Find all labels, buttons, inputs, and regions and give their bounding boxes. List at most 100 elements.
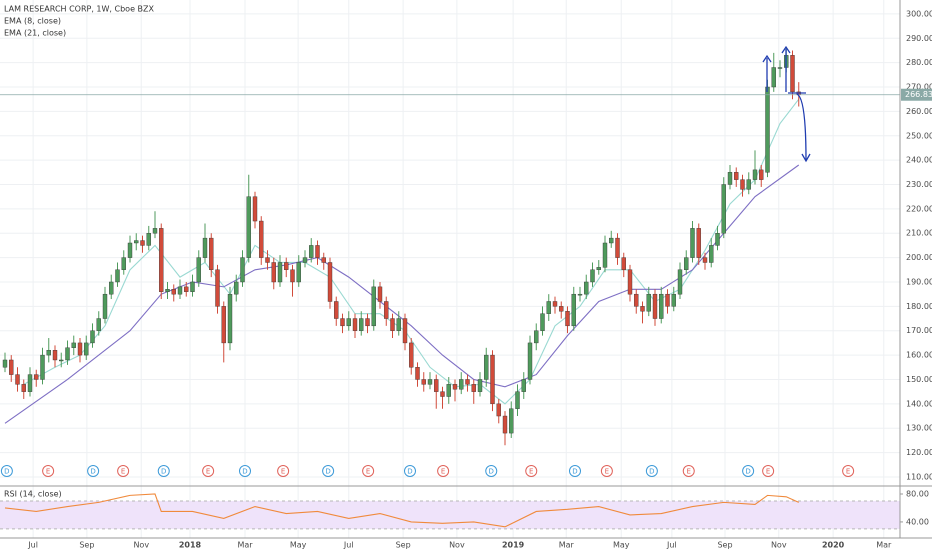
event-marker	[0, 465, 13, 477]
event-marker	[682, 465, 695, 477]
last-price-box	[901, 88, 932, 101]
candle-body	[577, 293, 583, 296]
candle-body	[484, 354, 489, 380]
y-tick-label: 260.00	[906, 107, 932, 116]
y-tick-label: 300.00	[906, 9, 932, 18]
candle-body	[765, 86, 770, 173]
event-label: E	[529, 468, 533, 476]
event-marker	[742, 465, 755, 477]
candle-body	[221, 306, 226, 344]
event-label: D	[572, 468, 577, 476]
candle-body	[471, 384, 476, 392]
ema-line	[4, 164, 800, 424]
event-marker	[362, 465, 375, 477]
event-marker	[485, 465, 498, 477]
candle-body	[352, 318, 358, 331]
rsi-band	[0, 500, 900, 529]
candle-body	[309, 245, 314, 258]
candle-body	[552, 301, 558, 307]
event-marker	[645, 465, 658, 477]
candle-body	[652, 293, 658, 319]
candle-body	[659, 293, 664, 319]
rsi-tick-label: 80.00	[906, 489, 929, 498]
event-label: E	[846, 468, 850, 476]
candle-body	[609, 237, 614, 244]
legend-entry: EMA (8, close)	[4, 17, 61, 26]
y-tick-label: 180.00	[906, 302, 932, 311]
candle-body	[146, 233, 151, 246]
event-label: E	[766, 468, 770, 476]
candle-body	[665, 293, 670, 307]
candle-body	[284, 262, 289, 270]
y-tick-label: 130.00	[906, 424, 932, 433]
y-tick-label: 220.00	[906, 204, 932, 213]
candle-body	[740, 179, 745, 190]
candle-body	[159, 228, 164, 292]
candle-body	[215, 269, 220, 307]
event-label: E	[605, 468, 609, 476]
x-tick-label: 2020	[822, 541, 845, 550]
candle-body	[709, 245, 714, 263]
candle-body	[677, 269, 683, 295]
event-label: E	[687, 468, 691, 476]
candle-body	[571, 293, 576, 327]
candle-body	[15, 374, 20, 385]
candle-body	[196, 257, 201, 283]
event-marker	[117, 465, 130, 477]
candle-body	[377, 286, 383, 302]
event-label: E	[206, 468, 210, 476]
y-tick-label: 270.00	[906, 83, 932, 92]
candle-body	[240, 257, 245, 283]
candle-body	[746, 179, 751, 190]
rsi-tick-label: 40.00	[906, 517, 929, 526]
candle-body	[34, 374, 39, 380]
candle-body	[734, 172, 739, 180]
x-tick-label: Jul	[27, 541, 38, 550]
event-marker	[404, 465, 416, 477]
event-marker	[762, 465, 775, 477]
x-tick-label: Sep	[79, 541, 94, 550]
candle-body	[296, 262, 301, 283]
candle-body	[509, 408, 514, 434]
arrow	[796, 93, 807, 161]
candle-body	[265, 257, 270, 263]
candle-body	[202, 237, 208, 258]
candle-body	[421, 379, 426, 385]
event-label: E	[366, 468, 370, 476]
candle-body	[696, 228, 701, 258]
legend: LAM RESEARCH CORP, 1W, Cboe BZX EMA (8, …	[4, 5, 155, 499]
candle-body	[390, 318, 395, 331]
candle-body	[496, 403, 501, 417]
event-label: D	[745, 468, 750, 476]
candle-body	[209, 237, 214, 270]
candle-body	[59, 359, 64, 362]
candle-body	[90, 330, 95, 344]
candle-body	[427, 379, 433, 385]
x-tick-label: May	[613, 541, 630, 550]
candle-body	[234, 281, 239, 295]
annotation-arrows	[762, 45, 811, 163]
x-tick-label: Sep	[717, 541, 732, 550]
y-tick-label: 150.00	[906, 375, 932, 384]
candle-body	[365, 318, 370, 327]
y-tick-label: 230.00	[906, 180, 932, 189]
candle-body	[702, 257, 708, 263]
y-tick-label: 210.00	[906, 229, 932, 238]
candle-body	[452, 384, 458, 390]
candle-body	[515, 391, 520, 409]
y-tick-label: 110.00	[906, 472, 932, 481]
y-tick-label: 290.00	[906, 34, 932, 43]
x-tick-label: Jul	[343, 541, 354, 550]
candle-body	[190, 281, 195, 292]
candle-body	[396, 318, 401, 331]
candle-body	[315, 245, 320, 258]
event-marker	[42, 465, 55, 477]
y-tick-label: 190.00	[906, 277, 932, 286]
candle-body	[477, 379, 483, 392]
event-marker	[157, 465, 170, 477]
candle-body	[9, 359, 14, 375]
candle-body	[115, 269, 120, 283]
candle-body	[227, 293, 233, 344]
candle-body	[565, 311, 570, 327]
